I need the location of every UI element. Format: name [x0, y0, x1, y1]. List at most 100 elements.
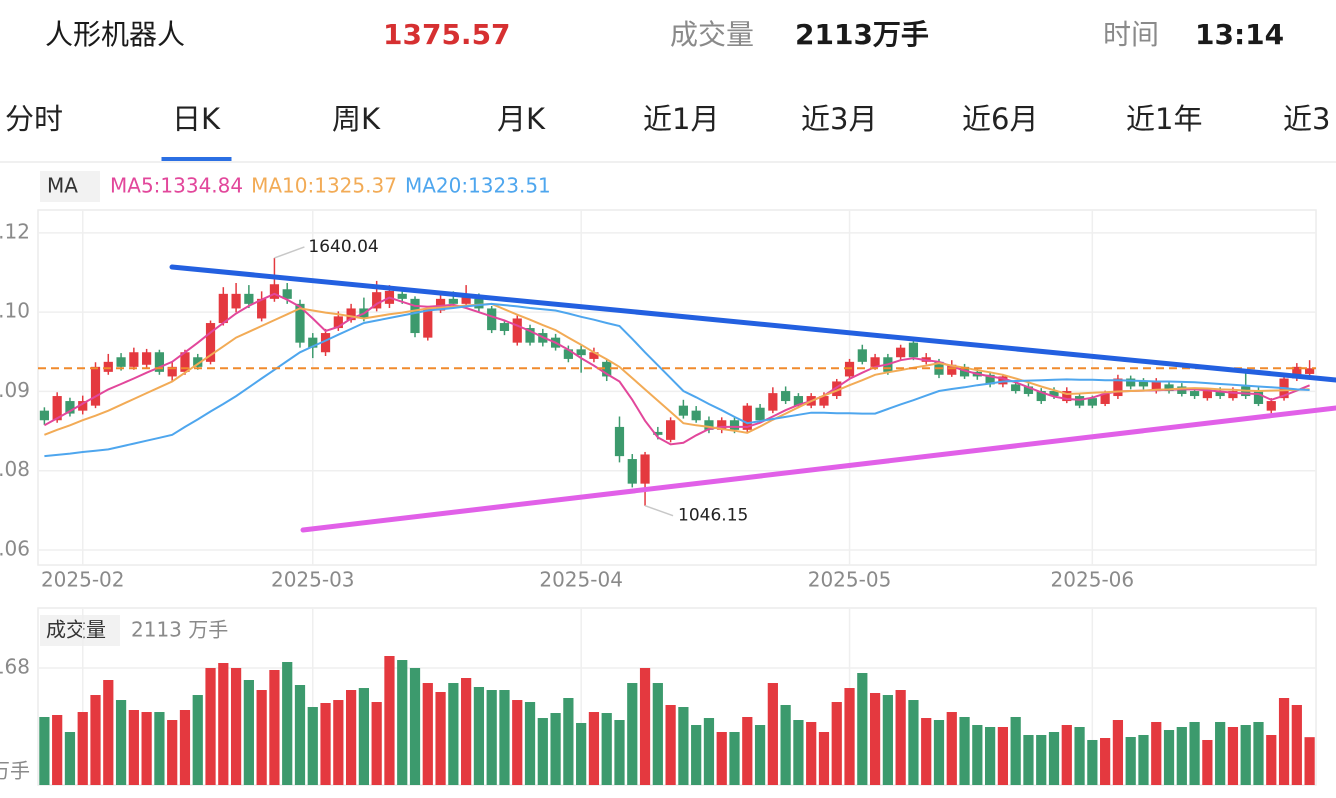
y-tick-label: 1510.10 — [0, 299, 30, 323]
volume-bar — [563, 698, 574, 785]
candle-body — [576, 349, 586, 356]
candle-body — [781, 391, 791, 402]
volume-bar — [869, 692, 881, 785]
volume-bar — [1227, 727, 1239, 785]
volume-bar — [167, 720, 178, 785]
volume-bar — [256, 690, 267, 785]
high-annotation: 1640.04 — [308, 237, 378, 257]
candle-body — [180, 352, 190, 372]
volume-bar — [652, 683, 663, 785]
volume-bar — [627, 683, 638, 785]
candle-body — [372, 292, 382, 309]
candle-body — [627, 459, 637, 484]
tab[interactable]: 月K — [497, 102, 546, 136]
trend-line — [169, 264, 1336, 383]
tab-bar: 分时 日K 周K 月K 近1月 近3月 近6月 近1年 近3 — [5, 102, 1330, 136]
candle-body — [474, 298, 484, 309]
candle-body — [1036, 391, 1046, 402]
candle-body — [1189, 391, 1200, 397]
candle-body — [78, 401, 88, 411]
volume-bar — [397, 660, 408, 785]
candle-body — [717, 420, 727, 430]
volume-bar — [371, 702, 382, 785]
overlay — [169, 264, 1336, 533]
candle-body — [857, 349, 867, 362]
volume-bar — [997, 727, 1009, 785]
candle-body — [308, 337, 318, 348]
volume-bar — [908, 700, 919, 785]
grid — [37, 209, 1317, 786]
candle-body — [896, 347, 906, 358]
volume-legend-value: 2113 万手 — [131, 618, 228, 642]
volume-value: 2113万手 — [795, 18, 929, 51]
candle-body — [1164, 384, 1174, 392]
volume-bar — [1240, 725, 1251, 785]
candle-body — [653, 431, 663, 435]
x-tick-label: 2025-04 — [539, 568, 623, 592]
candle-body — [116, 357, 126, 367]
candle-body — [1100, 393, 1110, 404]
volume-bar — [52, 715, 63, 785]
tab[interactable]: 近6月 — [962, 102, 1038, 136]
volume-bar — [1163, 730, 1175, 785]
candle-body — [295, 303, 305, 343]
tab[interactable]: 分时 — [5, 102, 63, 136]
candle-body — [1253, 391, 1264, 404]
candle-body — [729, 420, 740, 430]
tab[interactable]: 周K — [332, 102, 381, 136]
y-tick-label: 1700.12 — [0, 219, 30, 243]
tab[interactable]: 近1月 — [643, 102, 719, 136]
candle-body — [1011, 384, 1021, 392]
candle-body — [793, 396, 804, 406]
volume-bar — [716, 732, 727, 785]
volume-bar — [895, 690, 906, 785]
volume-bar — [282, 662, 293, 785]
volume-bar — [1215, 721, 1226, 785]
candle-body — [65, 401, 75, 414]
volume-bar — [435, 692, 446, 785]
last-price: 1375.57 — [383, 18, 511, 51]
candle-body — [1228, 391, 1238, 399]
candle-body — [52, 396, 62, 421]
volume-label: 成交量 — [670, 18, 754, 51]
tab[interactable]: 近3 — [1283, 102, 1330, 136]
volume-bar — [576, 722, 587, 785]
candle-body — [423, 308, 433, 338]
candle-body — [870, 357, 880, 367]
volume-bar — [422, 683, 433, 785]
candle-body — [1049, 391, 1059, 397]
volume-bar — [218, 663, 229, 785]
volume-bar — [1278, 698, 1290, 785]
volume-bar — [243, 680, 254, 785]
candle-body — [908, 342, 919, 358]
volume-bar — [154, 712, 165, 785]
legend-entry: MA20:1323.51 — [405, 174, 551, 198]
candle-body — [1202, 391, 1212, 399]
candle-body — [461, 293, 471, 304]
volume-bar — [358, 688, 370, 785]
y-tick-label: 1130.08 — [0, 457, 30, 481]
candle-body — [90, 366, 101, 406]
volume-bar — [448, 683, 459, 785]
candle-body — [998, 376, 1008, 385]
volume-bar — [550, 713, 561, 785]
volume-bar — [1036, 734, 1047, 785]
candle-body — [1292, 366, 1302, 379]
time-value: 13:14 — [1195, 18, 1284, 51]
tab[interactable]: 日K — [172, 102, 221, 136]
candle-body — [742, 405, 752, 430]
volume-bar — [77, 712, 88, 785]
candle-body — [640, 454, 650, 484]
candle-body — [193, 357, 203, 367]
volume-bar — [1048, 732, 1060, 785]
tab[interactable]: 近1年 — [1126, 102, 1202, 136]
volume-bar — [524, 702, 536, 785]
low-annotation: 1046.15 — [678, 506, 748, 526]
volume-bar — [1202, 739, 1213, 785]
tab[interactable]: 近3月 — [801, 102, 877, 136]
candle-body — [614, 426, 625, 457]
volume-bar — [921, 718, 932, 785]
volume-bar — [1125, 737, 1136, 785]
volume-bar — [1010, 716, 1021, 785]
volume-bar — [461, 678, 472, 785]
